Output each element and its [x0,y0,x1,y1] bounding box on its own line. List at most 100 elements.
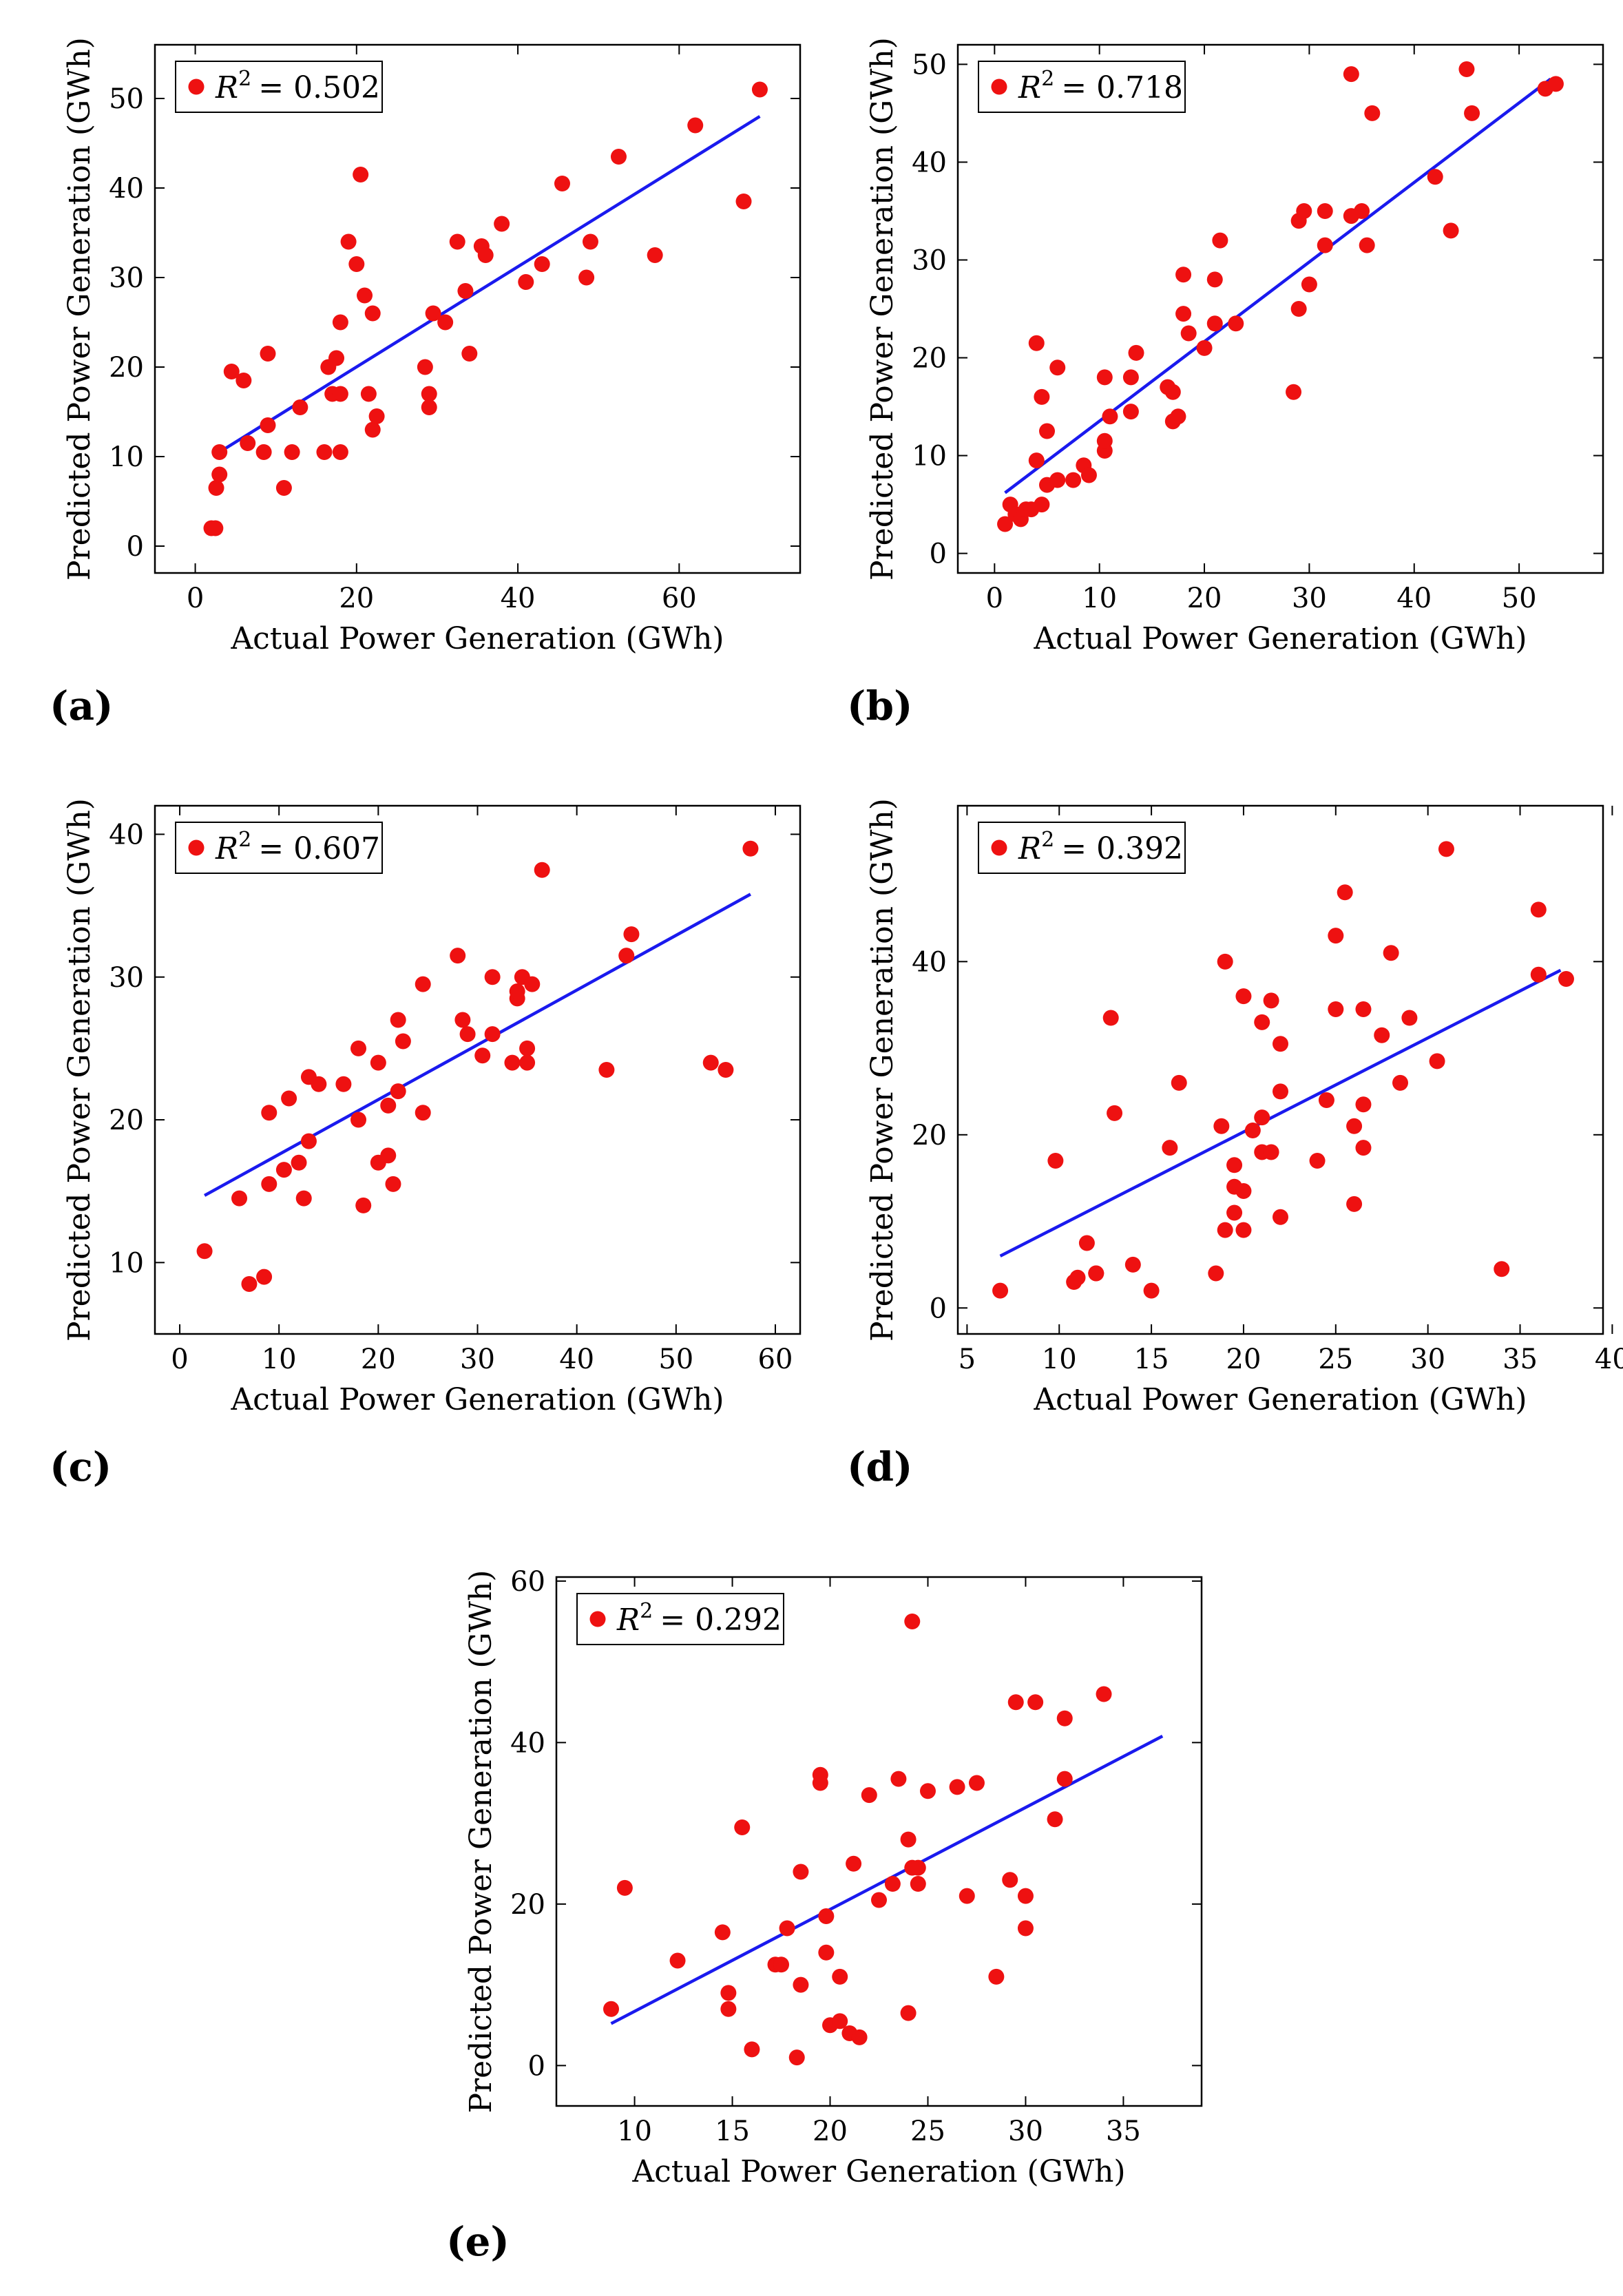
data-point [884,1876,901,1892]
y-tick-label: 40 [912,147,947,178]
panel-label: (a) [50,682,113,729]
x-tick-label: 0 [986,583,1003,614]
data-point [1143,1282,1160,1299]
data-point [421,399,437,415]
regression-line [203,893,752,1197]
data-point [1162,1140,1178,1156]
data-point [610,149,627,165]
data-point [1263,1144,1279,1160]
y-axis-label: Predicted Power Generation (GWh) [865,37,900,581]
y-tick-label: 0 [127,531,144,563]
data-point [1317,202,1333,219]
x-tick-label: 35 [1106,2116,1141,2147]
data-point [1438,841,1454,857]
data-point [350,1112,367,1128]
data-point [1102,1010,1119,1026]
data-point [260,417,276,433]
y-axis-label: Predicted Power Generation (GWh) [865,798,900,1342]
regression-line [1004,77,1552,494]
x-tick-label: 0 [187,583,204,614]
data-point [519,1054,536,1071]
data-point [395,1033,411,1050]
data-point [1458,61,1475,78]
panel-label: (d) [847,1443,912,1490]
plot-frame [956,804,1604,1335]
data-point [773,1956,790,1973]
data-point [1427,169,1443,185]
data-point [1359,237,1375,253]
data-point [357,287,373,304]
data-point [900,1831,917,1848]
data-point [1212,232,1228,249]
data-point [1392,1074,1409,1091]
data-point [900,2005,917,2021]
x-tick-label: 10 [1082,583,1117,614]
y-tick-label: 20 [912,343,947,375]
data-point [734,1819,751,1835]
data-point [1128,344,1144,361]
data-point [871,1892,887,1908]
data-point [1547,76,1564,92]
x-tick-label: 30 [1410,1344,1445,1375]
data-point [720,2001,737,2017]
x-tick-label: 15 [715,2116,750,2147]
y-tick-label: 0 [930,539,947,570]
data-point [364,421,381,438]
y-tick-label: 60 [510,1566,545,1598]
data-point [1078,1235,1095,1251]
data-point [1039,423,1056,439]
data-point [477,247,494,263]
data-point [846,1855,862,1872]
data-point [1171,1074,1187,1091]
legend-r2-label: R2 = 0.392 [1018,828,1183,866]
data-point [1494,1261,1510,1277]
x-tick-label: 40 [1595,1344,1623,1375]
data-point [370,1054,386,1071]
data-point [415,1105,431,1121]
data-point [1002,1872,1018,1888]
data-point [735,194,752,209]
data-point [578,269,595,286]
data-point [1096,369,1113,386]
data-point [364,305,381,322]
x-axis-label: Actual Power Generation (GWh) [230,1382,724,1417]
data-point [332,444,348,460]
data-point [1096,1686,1112,1702]
data-point [1318,1092,1334,1109]
data-point [1226,1157,1243,1173]
data-point [256,1269,273,1285]
data-point [368,408,385,424]
data-point [1235,1222,1252,1238]
data-point [669,1952,686,1969]
data-point [812,1775,828,1791]
legend-box [175,822,383,874]
data-point [603,2001,620,2017]
data-point [421,386,437,402]
data-point [832,2013,848,2029]
data-point [687,117,704,134]
data-point [1290,301,1307,317]
y-tick-label: 40 [510,1727,545,1759]
data-point [618,948,635,964]
data-point [196,1243,213,1260]
x-tick-label: 30 [1008,2116,1043,2147]
data-point [332,386,348,402]
data-point [992,1282,1009,1299]
data-point [335,1076,352,1092]
data-point [959,1888,975,1904]
data-point [1056,1710,1073,1726]
data-point [1254,1014,1270,1030]
data-point [598,1062,615,1078]
data-point [292,399,308,415]
data-point [623,926,640,943]
data-point [385,1176,401,1192]
data-point [390,1083,406,1100]
data-point [1328,1001,1344,1017]
x-axis-label: Actual Power Generation (GWh) [631,2154,1125,2189]
legend-marker [188,839,205,856]
data-point [582,233,598,250]
data-point [1208,1265,1224,1282]
data-point [1007,1694,1024,1711]
data-point [494,216,510,232]
data-point [720,1985,737,2001]
